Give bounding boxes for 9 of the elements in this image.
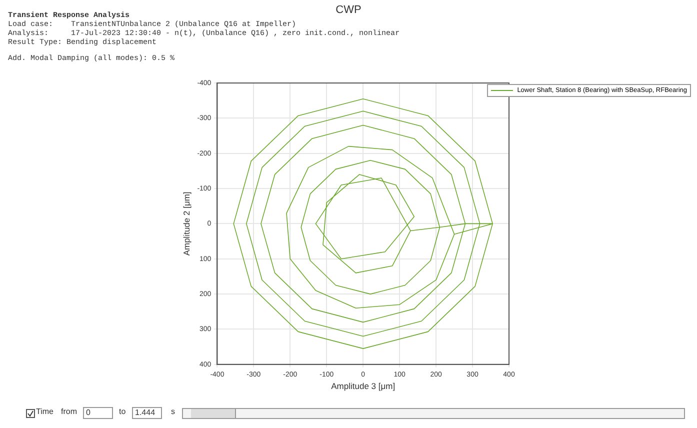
text: from <box>61 407 77 416</box>
y-axis-title: Amplitude 2 [μm] <box>181 192 192 256</box>
text: to <box>119 407 126 416</box>
text: 1.444 <box>132 407 162 419</box>
chart-title: CWP <box>336 4 362 16</box>
text: s <box>171 407 175 416</box>
text: 0 <box>83 407 113 419</box>
x-axis-title: Amplitude 3 [μm] <box>331 381 396 392</box>
text: Time <box>36 407 54 416</box>
